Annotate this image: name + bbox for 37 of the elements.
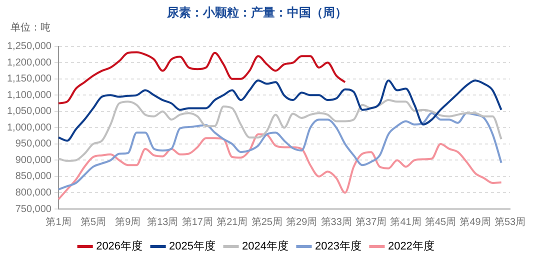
legend-label: 2024年度 xyxy=(242,240,288,253)
x-tick-label: 第53周 xyxy=(494,216,526,228)
line-series xyxy=(57,133,502,200)
x-tick-label: 第25周 xyxy=(251,216,282,228)
y-tick-label: 1,250,000 xyxy=(6,41,52,52)
line-series xyxy=(57,80,502,142)
x-tick-label: 第13周 xyxy=(147,216,178,228)
x-tick-label: 第41周 xyxy=(390,216,422,228)
y-tick-label: 900,000 xyxy=(15,154,52,166)
x-tick-label: 第5周 xyxy=(80,216,106,228)
x-tick-label: 第17周 xyxy=(182,216,213,228)
legend-label: 2025年度 xyxy=(169,240,216,253)
x-tick-label: 第9周 xyxy=(115,216,141,228)
y-tick-label: 1,050,000 xyxy=(6,106,52,118)
legend-label: 2022年度 xyxy=(388,240,434,253)
y-tick-label: 1,100,000 xyxy=(6,90,52,101)
x-tick-label: 第21周 xyxy=(216,216,248,228)
y-tick-label: 1,200,000 xyxy=(6,57,52,68)
line-series xyxy=(57,51,346,104)
x-tick-label: 第37周 xyxy=(356,216,387,228)
y-tick-label: 800,000 xyxy=(15,187,52,198)
legend-label: 2023年度 xyxy=(314,240,362,253)
line-series xyxy=(57,112,502,190)
y-tick-label: 750,000 xyxy=(15,204,52,215)
legend-label: 2026年度 xyxy=(96,240,143,253)
x-tick-label: 第1周 xyxy=(46,216,72,228)
x-tick-label: 第49周 xyxy=(460,216,491,228)
y-tick-label: 1,000,000 xyxy=(6,122,52,134)
y-tick-label: 1,150,000 xyxy=(6,74,52,85)
y-tick-label: 850,000 xyxy=(15,171,52,182)
line-series xyxy=(57,99,502,162)
chart-title: 尿素：小颗粒：产量：中国（周） xyxy=(166,5,347,20)
y-tick-label: 950,000 xyxy=(15,138,52,150)
x-tick-label: 第45周 xyxy=(424,216,456,228)
text: 单位：吨 xyxy=(10,22,50,34)
x-tick-label: 第29周 xyxy=(286,216,318,228)
x-tick-label: 第33周 xyxy=(320,216,352,228)
